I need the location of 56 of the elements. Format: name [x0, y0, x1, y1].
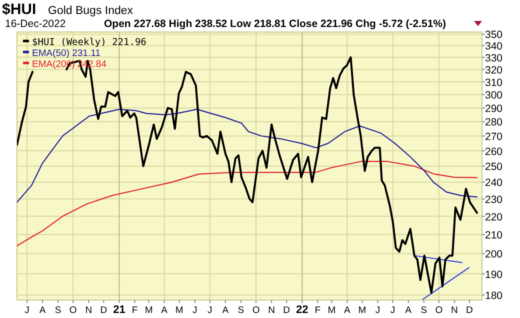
x-tick-label: O	[69, 305, 77, 316]
x-tick-label: A	[344, 305, 352, 316]
x-tick-label: A	[161, 305, 168, 316]
x-tick-label: M	[328, 305, 336, 316]
x-tick-label: M	[144, 305, 153, 316]
text: Open 227.68 High 238.52 Low 218.81 Close 221.96 Chg -5.72 (-2.51%)	[104, 18, 446, 30]
x-tick-label: O	[252, 305, 260, 316]
legend-label: EMA(50) 231.11	[32, 48, 100, 59]
chart-subtitle: Gold Bugs Index	[48, 5, 134, 17]
x-tick-label: O	[435, 305, 443, 316]
text: 16-Dec-2022	[5, 18, 66, 30]
y-tick-label: 200	[485, 248, 503, 261]
y-tick-label: 330	[485, 52, 503, 64]
x-tick-label: J	[375, 305, 380, 316]
y-tick-label: 240	[485, 177, 503, 190]
y-tick-label: 340	[485, 40, 503, 53]
y-tick-label: 210	[485, 230, 503, 242]
x-tick-label: F	[314, 305, 321, 316]
y-tick-label: 270	[485, 130, 503, 143]
x-tick-label: 21	[113, 304, 126, 316]
x-tick-label: N	[268, 305, 276, 316]
y-tick-label: 220	[485, 211, 503, 224]
x-tick-label: N	[451, 305, 458, 316]
y-tick-label: 180	[485, 290, 503, 302]
y-tick-label: 280	[485, 116, 503, 129]
y-tick-label: 310	[485, 76, 503, 89]
y-tick-label: 320	[485, 64, 503, 76]
line-series	[17, 108, 478, 203]
x-tick-label: N	[85, 305, 92, 316]
x-tick-label: 22	[296, 304, 308, 316]
chart-title: $HUI	[2, 1, 36, 18]
y-tick-label: 300	[485, 90, 503, 102]
y-tick-label: 350	[485, 29, 503, 42]
x-tick-label: S	[420, 305, 428, 316]
x-tick-label: D	[283, 305, 290, 316]
x-tick-label: M	[175, 305, 184, 316]
y-tick-label: 260	[485, 146, 503, 158]
y-tick-label: 190	[485, 268, 503, 281]
line-series	[17, 160, 478, 246]
legend-label: $HUI (Weekly) 221.96	[32, 37, 147, 48]
x-tick-label: A	[39, 305, 46, 316]
x-tick-label: J	[24, 305, 30, 316]
y-tick-label: 250	[485, 161, 503, 174]
x-tick-label: J	[208, 305, 213, 316]
x-tick-label: J	[390, 305, 396, 316]
x-tick-label: F	[132, 305, 138, 316]
x-tick-label: M	[358, 305, 366, 316]
y-tick-label: 230	[485, 194, 503, 206]
x-tick-label: D	[100, 305, 108, 316]
y-tick-label: 290	[485, 102, 503, 115]
x-tick-label: A	[222, 305, 230, 316]
x-tick-label: J	[192, 305, 198, 316]
x-tick-label: S	[238, 305, 244, 316]
x-tick-label: A	[405, 305, 412, 316]
x-tick-label: S	[54, 305, 62, 316]
x-tick-label: D	[466, 305, 474, 316]
